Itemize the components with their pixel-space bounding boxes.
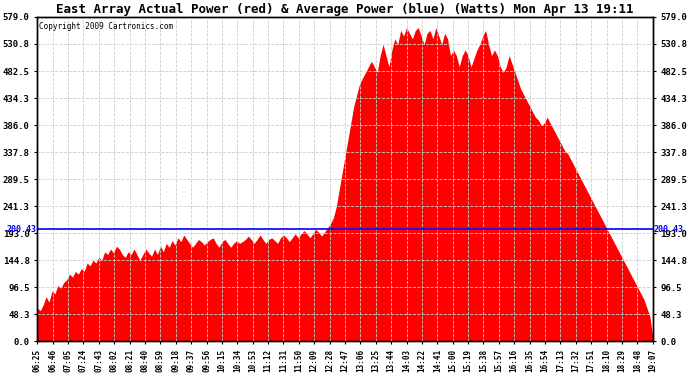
Text: 200.43: 200.43 — [653, 225, 683, 234]
Title: East Array Actual Power (red) & Average Power (blue) (Watts) Mon Apr 13 19:11: East Array Actual Power (red) & Average … — [57, 3, 633, 16]
Text: Copyright 2009 Cartronics.com: Copyright 2009 Cartronics.com — [39, 22, 172, 31]
Text: 200.43: 200.43 — [7, 225, 37, 234]
